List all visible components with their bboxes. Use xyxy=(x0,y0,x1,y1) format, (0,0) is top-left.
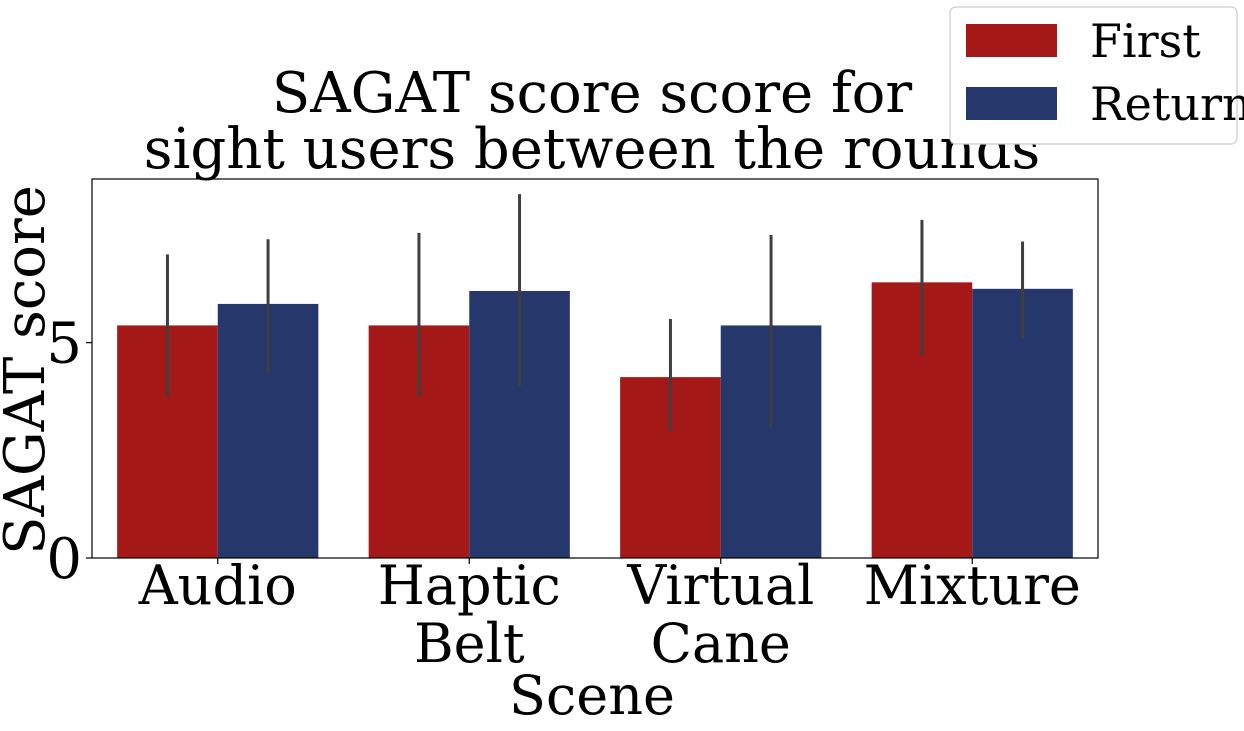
x-tick-label-2-1: Cane xyxy=(651,612,791,675)
legend: First Return xyxy=(949,6,1244,145)
legend-swatch-first xyxy=(966,24,1057,57)
legend-label-first: First xyxy=(1090,14,1201,68)
y-tick-label-1: 5 xyxy=(46,312,82,377)
chart-title-line-2: sight users between the rounds xyxy=(144,117,1040,182)
plot-frame xyxy=(91,178,1099,559)
bars-layer xyxy=(117,282,1073,558)
error-bars-layer xyxy=(165,194,1025,431)
chart-title-line-1: SAGAT score score for xyxy=(272,61,913,126)
legend-label-return: Return xyxy=(1090,77,1244,131)
x-tick-label-3-0: Mixture xyxy=(864,554,1081,617)
legend-swatch-return xyxy=(966,87,1057,120)
x-tick-label-0-0: Audio xyxy=(138,554,297,617)
x-axis-label: Scene xyxy=(509,664,675,727)
x-tick-label-2-0: Virtual xyxy=(626,554,814,617)
x-tick-label-1-0: Haptic xyxy=(378,554,561,617)
y-axis: 05 xyxy=(46,312,92,592)
y-tick-label-0: 0 xyxy=(46,527,82,592)
x-tick-label-1-1: Belt xyxy=(414,612,525,675)
y-axis-label: SAGAT score xyxy=(0,185,58,555)
chart-title: SAGAT score score for sight users betwee… xyxy=(144,61,1040,182)
